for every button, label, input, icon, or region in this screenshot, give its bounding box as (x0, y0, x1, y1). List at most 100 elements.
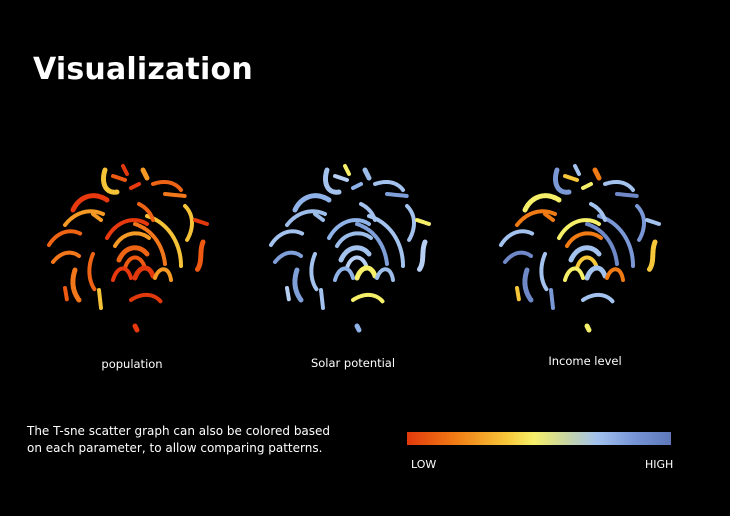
cluster-stroke (584, 265, 608, 281)
cluster-stroke (522, 193, 562, 213)
cluster-stroke (63, 209, 105, 227)
cluster-stroke (129, 293, 163, 304)
cluster-stroke (603, 180, 635, 192)
cluster-stroke (335, 231, 373, 248)
cluster-stroke (515, 209, 557, 227)
cluster-stroke (111, 266, 133, 282)
cluster-stroke (515, 286, 521, 302)
cluster-stroke (354, 323, 362, 333)
cluster-stroke (362, 167, 372, 181)
cluster-stroke (333, 266, 355, 282)
cluster-stroke (105, 218, 149, 240)
cluster-stroke (375, 267, 395, 282)
income-level-scatter-plot (499, 164, 661, 333)
cluster-stroke (589, 202, 607, 222)
cluster-stroke (503, 250, 533, 264)
solar-potential-scatter (257, 150, 457, 340)
description-text: The T-sne scatter graph can also be colo… (27, 424, 331, 455)
population-scatter (35, 150, 235, 340)
cluster-stroke (292, 267, 304, 303)
cluster-stroke (333, 174, 349, 182)
cluster-stroke (116, 245, 150, 263)
cluster-stroke (123, 255, 147, 270)
cluster-stroke (373, 180, 405, 192)
cluster-stroke (645, 218, 661, 226)
cluster-stroke (163, 192, 187, 198)
cluster-stroke (323, 167, 342, 195)
cluster-stroke (565, 231, 603, 248)
cluster-stroke (338, 245, 372, 263)
cluster-stroke (47, 229, 83, 247)
cluster-stroke (193, 218, 209, 226)
population-scatter-plot (47, 164, 209, 333)
cluster-stroke (153, 267, 173, 282)
cluster-stroke (584, 323, 592, 333)
cluster-stroke (355, 222, 389, 266)
cluster-stroke (132, 323, 140, 333)
cluster-stroke (140, 167, 150, 181)
cluster-stroke (285, 286, 291, 302)
cluster-stroke (549, 288, 555, 310)
cluster-stroke (585, 222, 619, 266)
cluster-stroke (568, 245, 602, 263)
cluster-stroke (351, 293, 385, 304)
cluster-stroke (351, 182, 363, 190)
cluster-stroke (63, 286, 69, 302)
cluster-stroke (121, 164, 129, 176)
cluster-stroke (522, 267, 534, 303)
cluster-stroke (113, 231, 151, 248)
cluster-stroke (91, 212, 103, 222)
population-caption: population (101, 357, 163, 371)
cluster-stroke (343, 164, 351, 176)
cluster-stroke (553, 167, 572, 195)
cluster-stroke (97, 288, 103, 310)
cluster-stroke (327, 218, 371, 240)
cluster-stroke (563, 266, 585, 282)
cluster-stroke (269, 229, 305, 247)
page-title: Visualization (33, 52, 253, 87)
cluster-stroke (51, 250, 81, 264)
cluster-stroke (132, 265, 156, 281)
solar-potential-caption: Solar potential (310, 356, 396, 370)
cluster-stroke (183, 204, 194, 242)
cluster-stroke (581, 182, 593, 190)
cluster-stroke (646, 239, 658, 273)
cluster-stroke (70, 193, 110, 213)
cluster-stroke (345, 255, 369, 270)
cluster-stroke (273, 250, 303, 264)
cluster-stroke (575, 255, 599, 270)
cluster-stroke (416, 239, 428, 273)
cluster-stroke (592, 167, 602, 181)
cluster-stroke (292, 193, 332, 213)
cluster-stroke (319, 288, 325, 310)
cluster-stroke (563, 174, 579, 182)
solar-potential-scatter-plot (269, 164, 431, 333)
cluster-stroke (309, 252, 319, 292)
cluster-stroke (70, 267, 82, 303)
cluster-stroke (194, 239, 206, 273)
cluster-stroke (133, 222, 167, 266)
cluster-stroke (285, 209, 327, 227)
income-level-scatter (487, 150, 687, 340)
cluster-stroke (615, 192, 639, 198)
cluster-stroke (151, 180, 183, 192)
cluster-stroke (354, 265, 378, 281)
cluster-stroke (543, 212, 555, 222)
cluster-stroke (573, 164, 581, 176)
cluster-stroke (359, 202, 377, 222)
cluster-stroke (581, 293, 615, 304)
cluster-stroke (415, 218, 431, 226)
cluster-stroke (385, 192, 409, 198)
color-scale-bar (407, 432, 671, 445)
income-level-caption: Income level (548, 354, 622, 368)
cluster-stroke (111, 174, 127, 182)
cluster-stroke (635, 204, 646, 242)
cluster-stroke (137, 202, 155, 222)
legend-low-label: LOW (411, 458, 437, 471)
cluster-stroke (101, 167, 120, 195)
cluster-stroke (605, 267, 625, 282)
cluster-stroke (405, 204, 416, 242)
cluster-stroke (539, 252, 549, 292)
legend-high-label: HIGH (645, 458, 674, 471)
cluster-stroke (557, 218, 601, 240)
